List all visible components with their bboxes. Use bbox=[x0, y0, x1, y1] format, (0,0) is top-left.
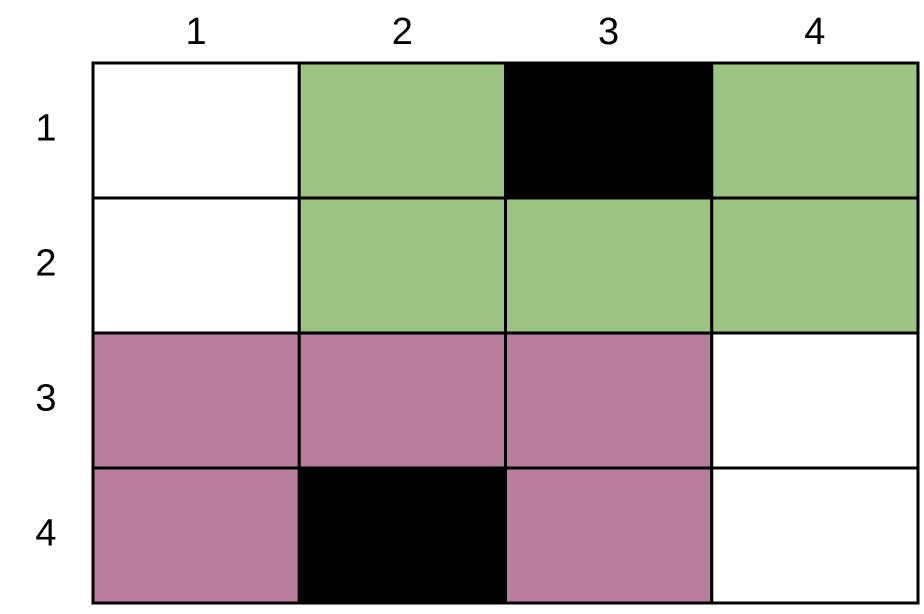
grid-cell bbox=[710, 196, 920, 335]
grid-cell bbox=[297, 61, 507, 200]
grid-cell bbox=[91, 196, 301, 335]
grid-cell bbox=[504, 466, 714, 605]
column-label: 1 bbox=[186, 11, 207, 53]
grid-cell bbox=[504, 331, 714, 470]
column-label: 4 bbox=[804, 11, 825, 53]
grid-cell bbox=[297, 331, 507, 470]
grid-cell bbox=[504, 196, 714, 335]
row-label: 1 bbox=[35, 108, 56, 150]
grid-cell bbox=[710, 466, 920, 605]
row-label: 4 bbox=[35, 513, 56, 555]
grid-cell bbox=[710, 61, 920, 200]
grid-cell bbox=[504, 61, 714, 200]
grid-cell bbox=[710, 331, 920, 470]
grid-cell bbox=[297, 196, 507, 335]
column-label: 3 bbox=[598, 11, 619, 53]
grid-cell bbox=[297, 466, 507, 605]
grid-cell bbox=[91, 331, 301, 470]
grid-cell bbox=[91, 466, 301, 605]
column-label: 2 bbox=[392, 11, 413, 53]
grid-cell bbox=[91, 61, 301, 200]
row-label: 3 bbox=[35, 378, 56, 420]
row-label: 2 bbox=[35, 243, 56, 285]
